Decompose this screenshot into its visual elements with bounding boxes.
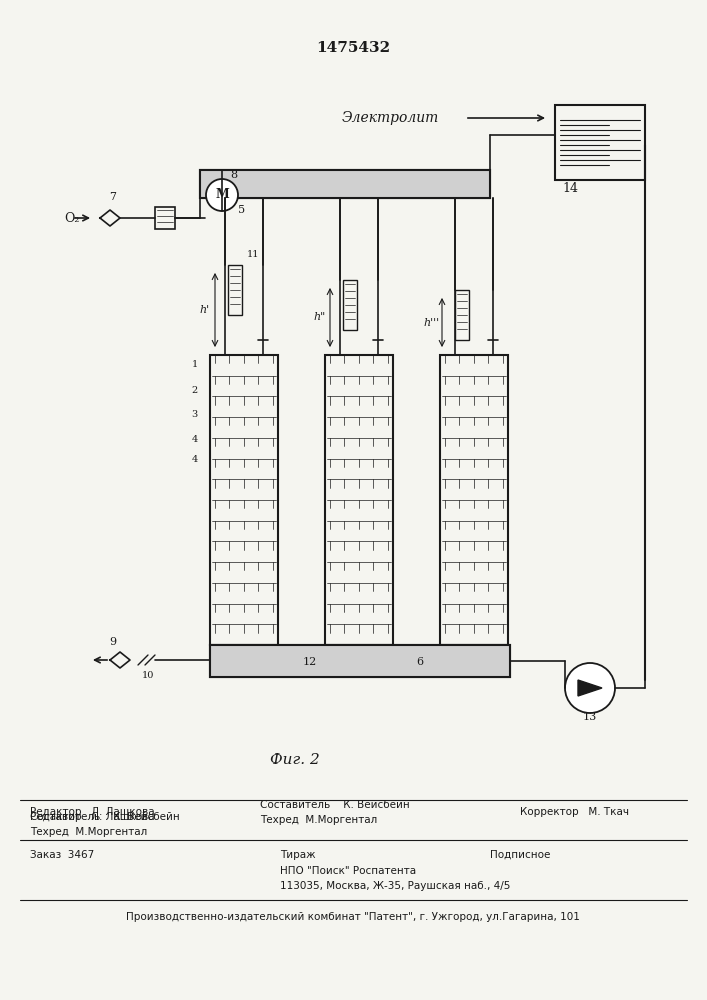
Text: Составитель    К. Вейсбейн: Составитель К. Вейсбейн [260, 800, 410, 810]
Text: 6: 6 [416, 657, 423, 667]
Bar [343, 280, 357, 330]
Bar [155, 207, 175, 229]
Bar [228, 265, 242, 315]
Text: 14: 14 [562, 182, 578, 194]
Text: 5: 5 [238, 205, 245, 215]
Text: НПО "Поиск" Роспатента: НПО "Поиск" Роспатента [280, 866, 416, 876]
Text: 7: 7 [110, 192, 117, 202]
Bar [210, 355, 278, 645]
Text: h': h' [200, 305, 210, 315]
Text: М: М [215, 188, 229, 202]
Text: Подписное: Подписное [490, 850, 550, 860]
Text: 8: 8 [230, 170, 237, 180]
Text: 12: 12 [303, 657, 317, 667]
Text: 1: 1 [192, 360, 198, 369]
Bar [455, 290, 469, 340]
Text: Электролит: Электролит [341, 111, 438, 125]
Bar [200, 170, 490, 198]
Bar [210, 645, 510, 677]
Bar [325, 355, 393, 645]
Bar [440, 355, 508, 645]
Text: 113035, Москва, Ж-35, Раушская наб., 4/5: 113035, Москва, Ж-35, Раушская наб., 4/5 [280, 881, 510, 891]
Text: 1475432: 1475432 [316, 41, 390, 55]
Text: Техред  М.Моргентал: Техред М.Моргентал [30, 827, 147, 837]
Text: 13: 13 [583, 712, 597, 722]
Text: 4: 4 [192, 435, 198, 444]
Bar [555, 105, 645, 180]
Circle shape [565, 663, 615, 713]
Text: 10: 10 [142, 671, 154, 680]
Text: Техред  М.Моргентал: Техред М.Моргентал [260, 815, 378, 825]
Polygon shape [578, 680, 602, 696]
Text: Заказ  3467: Заказ 3467 [30, 850, 94, 860]
Text: 4: 4 [192, 455, 198, 464]
Text: 9: 9 [110, 637, 117, 647]
Text: 2: 2 [192, 386, 198, 395]
Text: h": h" [314, 312, 326, 322]
Text: Корректор   М. Ткач: Корректор М. Ткач [520, 807, 629, 817]
Text: O₂: O₂ [64, 212, 80, 225]
Text: Редактор   Л. Лашкова: Редактор Л. Лашкова [30, 812, 155, 822]
Text: Тираж: Тираж [280, 850, 315, 860]
Text: h''': h''' [424, 318, 440, 328]
Circle shape [206, 179, 238, 211]
Text: Редактор   Л. Лашкова: Редактор Л. Лашкова [30, 807, 155, 817]
Text: Производственно-издательский комбинат "Патент", г. Ужгород, ул.Гагарина, 101: Производственно-издательский комбинат "П… [126, 912, 580, 922]
Text: 3: 3 [192, 410, 198, 419]
Bar [210, 645, 510, 677]
Text: Фиг. 2: Фиг. 2 [270, 753, 320, 767]
Bar [200, 170, 490, 198]
Text: Составитель    К. Вейсбейн: Составитель К. Вейсбейн [30, 812, 180, 822]
Text: 11: 11 [247, 250, 259, 259]
